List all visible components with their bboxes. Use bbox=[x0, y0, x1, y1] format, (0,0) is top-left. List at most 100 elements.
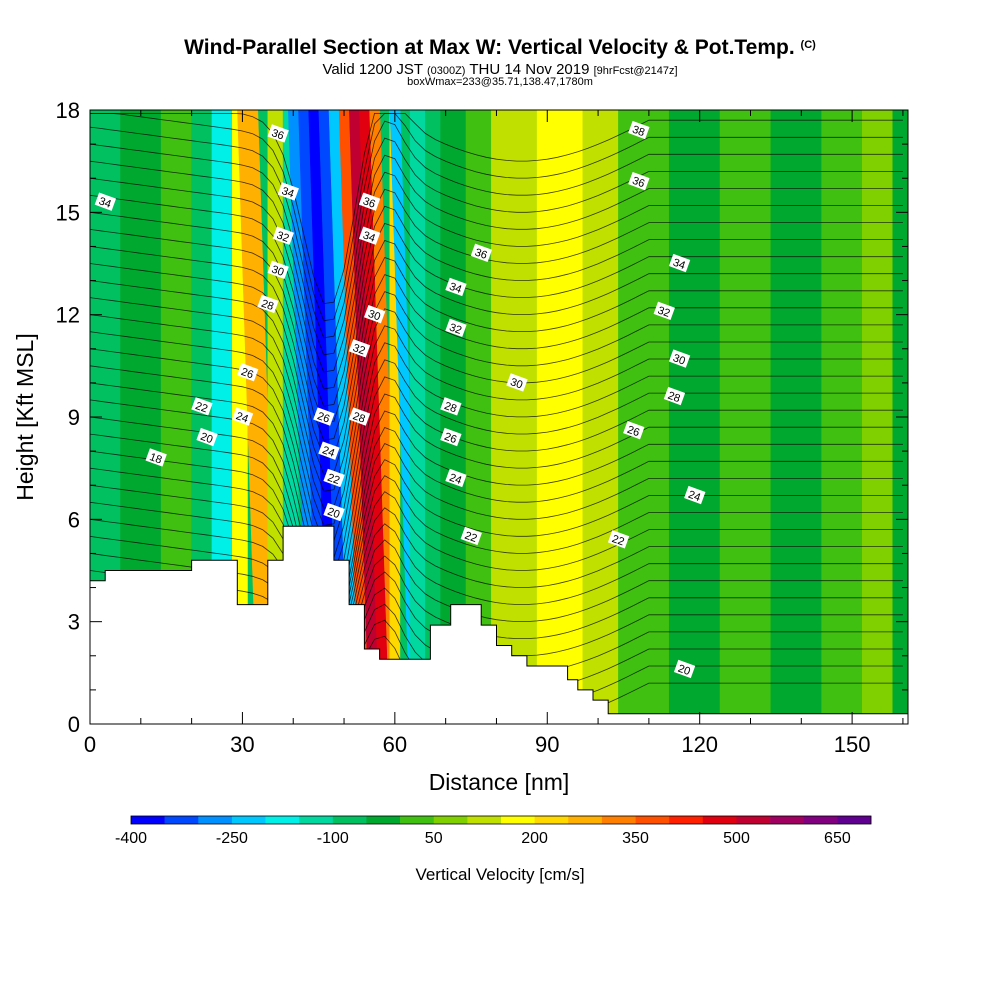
contour-label-box bbox=[470, 243, 493, 263]
contour-label: 32 bbox=[653, 301, 675, 321]
theta-contour-line bbox=[90, 171, 903, 390]
velocity-band bbox=[770, 110, 822, 724]
contour-label-text: 36 bbox=[361, 195, 377, 210]
contour-label-text: 30 bbox=[671, 352, 687, 367]
colorbar-swatch bbox=[332, 816, 367, 824]
contour-label: 38 bbox=[628, 120, 650, 140]
contour-label: 22 bbox=[323, 468, 345, 488]
colorbar-tick-label: 350 bbox=[622, 830, 649, 847]
theta-contour-line bbox=[90, 113, 903, 322]
theta-contour-line bbox=[90, 257, 903, 475]
contour-label-text: 26 bbox=[443, 431, 459, 446]
contour-label-box bbox=[318, 441, 340, 460]
colorbar-swatch bbox=[736, 816, 771, 824]
x-axis: 0 30 60 90 120 150 bbox=[84, 110, 904, 757]
contour-label: 32 bbox=[348, 339, 371, 358]
theta-contour-line bbox=[90, 426, 903, 639]
contour-label-text: 26 bbox=[316, 410, 332, 425]
contour-label-box bbox=[607, 530, 630, 549]
contour-label: 36 bbox=[628, 171, 650, 191]
contour-label-text: 20 bbox=[326, 506, 342, 521]
colorbar-swatch bbox=[198, 816, 233, 824]
theta-contour-line bbox=[90, 507, 903, 667]
colorbar-swatch bbox=[164, 816, 199, 824]
velocity-band bbox=[465, 110, 492, 724]
contour-label-box bbox=[272, 226, 294, 245]
velocity-band bbox=[440, 110, 467, 724]
chart-title-text: Wind-Parallel Section at Max W: Vertical… bbox=[184, 36, 795, 59]
velocity-band bbox=[582, 110, 619, 724]
contour-label-box bbox=[673, 659, 696, 679]
contour-label-text: 28 bbox=[443, 400, 459, 415]
contour-label: 34 bbox=[358, 226, 381, 245]
colorbar-title: Vertical Velocity [cm/s] bbox=[415, 865, 584, 884]
contour-label-box bbox=[323, 502, 345, 522]
contour-label-box bbox=[668, 253, 691, 273]
copyright-mark: (C) bbox=[800, 39, 816, 51]
terrain bbox=[90, 525, 908, 724]
velocity-band bbox=[821, 110, 863, 724]
contour-label: 26 bbox=[623, 420, 645, 440]
theta-contour-line bbox=[90, 491, 903, 661]
contour-label-text: 22 bbox=[463, 530, 479, 545]
contour-label-box bbox=[663, 386, 686, 406]
theta-contour-line bbox=[90, 113, 903, 305]
colorbar-swatch bbox=[400, 816, 435, 824]
velocity-band bbox=[409, 110, 426, 724]
velocity-band bbox=[719, 110, 772, 724]
contour-label-text: 22 bbox=[194, 400, 210, 415]
contour-label-text: 24 bbox=[234, 410, 250, 425]
contour-label-text: 32 bbox=[275, 229, 291, 244]
y-axis-title: Height [Kft MSL] bbox=[12, 333, 38, 500]
contour-label-box bbox=[348, 407, 371, 426]
colorbar-swatch bbox=[299, 816, 334, 824]
y-tick-label: 6 bbox=[68, 507, 80, 532]
contour-label-box bbox=[323, 468, 345, 488]
colorbar-swatch bbox=[803, 816, 838, 824]
valid-time: Valid 1200 JST bbox=[322, 61, 423, 78]
contour-label-text: 36 bbox=[631, 175, 647, 190]
colorbar-swatch bbox=[770, 816, 805, 824]
contour-label: 26 bbox=[313, 407, 335, 426]
colorbar-swatch bbox=[231, 816, 266, 824]
contour-label: 32 bbox=[445, 318, 467, 338]
contour-label: 22 bbox=[460, 526, 482, 546]
contour-label-text: 34 bbox=[97, 195, 113, 210]
x-axis-title: Distance [nm] bbox=[429, 769, 570, 795]
contour-label: 20 bbox=[196, 427, 218, 447]
colorbar-tick-label: 200 bbox=[521, 830, 548, 847]
contour-label: 24 bbox=[231, 407, 254, 426]
velocity-band bbox=[536, 110, 584, 724]
velocity-band bbox=[862, 110, 894, 724]
colorbar-swatch bbox=[534, 816, 569, 824]
velocity-band bbox=[328, 110, 360, 724]
theta-contour-line bbox=[90, 205, 903, 424]
contour-label-text: 36 bbox=[270, 127, 286, 142]
colorbar-tick-label: 650 bbox=[824, 830, 851, 847]
colorbar-swatch bbox=[635, 816, 670, 824]
contour-label-text: 22 bbox=[326, 472, 342, 487]
contour-label-box bbox=[684, 485, 706, 505]
contour-label-box bbox=[460, 526, 482, 546]
colorbar-tick-label: -400 bbox=[115, 830, 147, 847]
contour-label-box bbox=[358, 192, 381, 211]
contour-label-box bbox=[440, 397, 462, 416]
contour-label: 34 bbox=[668, 253, 691, 273]
contour-label: 32 bbox=[272, 226, 294, 245]
x-tick-label: 90 bbox=[535, 732, 559, 757]
y-tick-label: 12 bbox=[56, 303, 80, 328]
contour-label: 26 bbox=[236, 363, 259, 382]
theta-contour-line bbox=[90, 188, 903, 407]
contour-label: 24 bbox=[318, 441, 340, 460]
contour-label: 20 bbox=[323, 502, 345, 522]
contour-label-box bbox=[445, 468, 467, 488]
colorbar-tick-label: 50 bbox=[425, 830, 443, 847]
colorbar-swatch bbox=[467, 816, 502, 824]
contour-label-box bbox=[445, 277, 467, 297]
contour-label: 28 bbox=[663, 386, 686, 406]
contour-label: 22 bbox=[191, 397, 213, 416]
contour-label: 34 bbox=[445, 277, 467, 297]
contour-label-text: 34 bbox=[280, 185, 296, 200]
x-tick-label: 60 bbox=[383, 732, 407, 757]
